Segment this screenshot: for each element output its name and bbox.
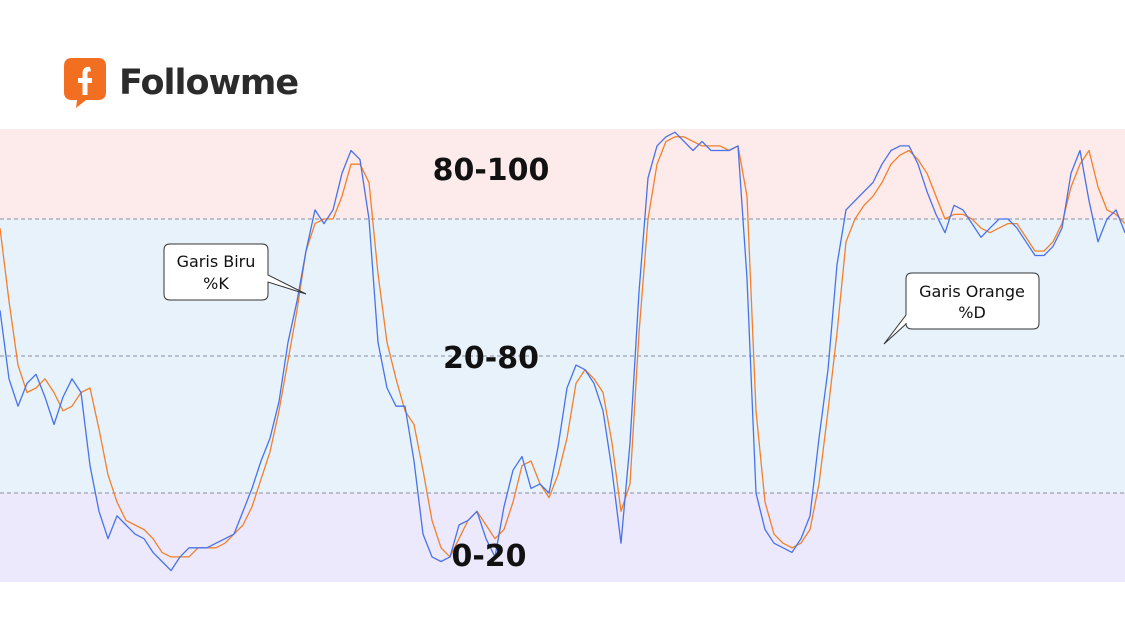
callout-orange-label: Garis Orange [919, 282, 1025, 301]
callout-blue: Garis Biru %K [163, 243, 307, 301]
band-label-0-20: 0-20 [451, 539, 526, 574]
series-line-pct-D [0, 136, 1125, 558]
zone-bands [0, 129, 1125, 582]
brand-logo[interactable]: Followme [64, 58, 299, 108]
band-80-100 [0, 129, 1125, 219]
series-line-pct-K [0, 131, 1125, 572]
callout-blue-sublabel: %K [203, 274, 229, 293]
series-lines [0, 131, 1125, 572]
callout-orange-sublabel: %D [958, 303, 986, 322]
callout-blue-label: Garis Biru [177, 252, 256, 271]
followme-logo-icon [64, 58, 106, 108]
brand-name: Followme [119, 63, 299, 103]
band-label-20-80: 20-80 [443, 341, 539, 376]
band-0-20 [0, 493, 1125, 582]
callout-orange: Garis Orange %D [883, 272, 1040, 345]
band-label-80-100: 80-100 [433, 153, 550, 188]
reference-lines [0, 218, 1125, 494]
